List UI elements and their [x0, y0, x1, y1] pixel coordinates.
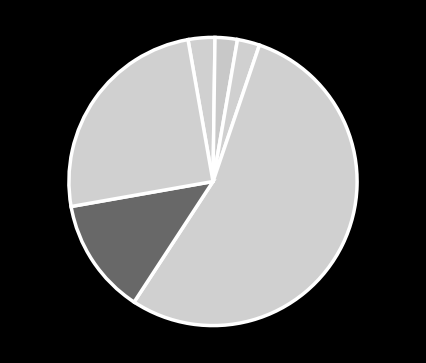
Wedge shape [71, 182, 213, 302]
Wedge shape [134, 45, 357, 326]
Wedge shape [213, 40, 259, 182]
Wedge shape [213, 37, 238, 182]
Wedge shape [188, 37, 215, 182]
Wedge shape [69, 40, 213, 207]
